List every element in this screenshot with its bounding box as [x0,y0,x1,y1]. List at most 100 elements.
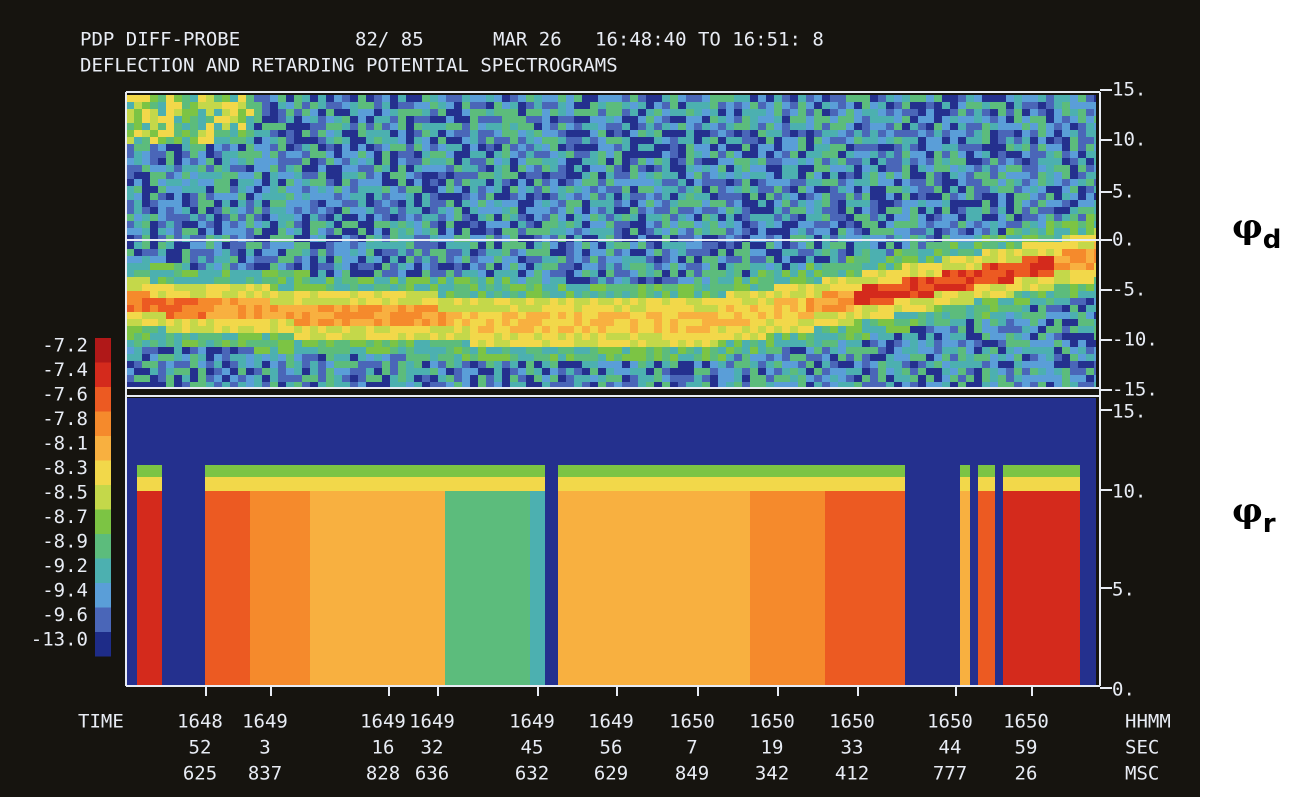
cell [1094,207,1096,214]
cell [942,249,950,256]
cell [934,382,942,387]
cell [382,95,390,102]
cell [1086,235,1094,242]
cell [990,319,998,326]
cell [302,95,310,102]
cell [486,312,494,319]
cell [150,179,158,186]
cell [550,165,558,172]
cell [646,256,654,263]
cell [374,319,382,326]
cell [734,179,742,186]
cell [582,333,590,340]
cell [246,249,254,256]
cell [1078,291,1086,298]
cell [1022,179,1030,186]
cell [270,193,278,200]
cell [702,109,710,116]
cell [622,256,630,263]
cell [910,130,918,137]
cell [718,130,726,137]
cell [902,305,910,312]
cell [366,242,374,249]
cell [526,95,534,102]
cell [678,186,686,193]
cell [1006,340,1014,347]
cell [470,109,478,116]
cell [686,312,694,319]
cell [126,130,134,137]
cell [574,347,582,354]
cell [734,354,742,361]
cell [542,109,550,116]
cell [854,333,862,340]
cell [446,207,454,214]
cell [302,151,310,158]
cell [886,116,894,123]
cell [614,319,622,326]
cell [606,298,614,305]
cell [734,102,742,109]
cell [446,340,454,347]
cell [742,242,750,249]
cell [534,249,542,256]
cell [702,298,710,305]
cell [342,305,350,312]
cell [1030,193,1038,200]
cell [470,354,478,361]
cell [406,256,414,263]
cell [230,361,238,368]
cell [814,284,822,291]
cell [262,270,270,277]
cell [1094,151,1096,158]
cell [278,291,286,298]
cell [734,193,742,200]
cell [918,312,926,319]
cell [838,123,846,130]
cell [806,333,814,340]
cell [878,116,886,123]
cell [326,221,334,228]
cell [1078,165,1086,172]
cell [726,242,734,249]
cell [862,382,870,387]
cell [814,333,822,340]
cell [246,354,254,361]
cell [390,137,398,144]
cell [406,298,414,305]
cell [910,277,918,284]
cell [806,305,814,312]
cell [534,340,542,347]
cell [334,347,342,354]
cell [598,214,606,221]
cell [246,130,254,137]
cell [558,291,566,298]
cell [558,368,566,375]
cell [590,333,598,340]
cell [542,382,550,387]
cell [550,179,558,186]
cell [878,375,886,382]
cell [974,326,982,333]
cell [694,354,702,361]
cell [222,172,230,179]
cell [1006,354,1014,361]
cell [982,361,990,368]
cell [206,130,214,137]
cell [982,165,990,172]
cell [870,109,878,116]
cell [302,361,310,368]
cell [286,116,294,123]
cell [894,263,902,270]
cell [590,200,598,207]
cell [678,242,686,249]
cell [750,123,758,130]
cell [1006,249,1014,256]
cell [462,165,470,172]
cell [150,165,158,172]
cell [374,284,382,291]
cell [1038,137,1046,144]
cell [646,284,654,291]
cell [422,263,430,270]
cell [774,263,782,270]
